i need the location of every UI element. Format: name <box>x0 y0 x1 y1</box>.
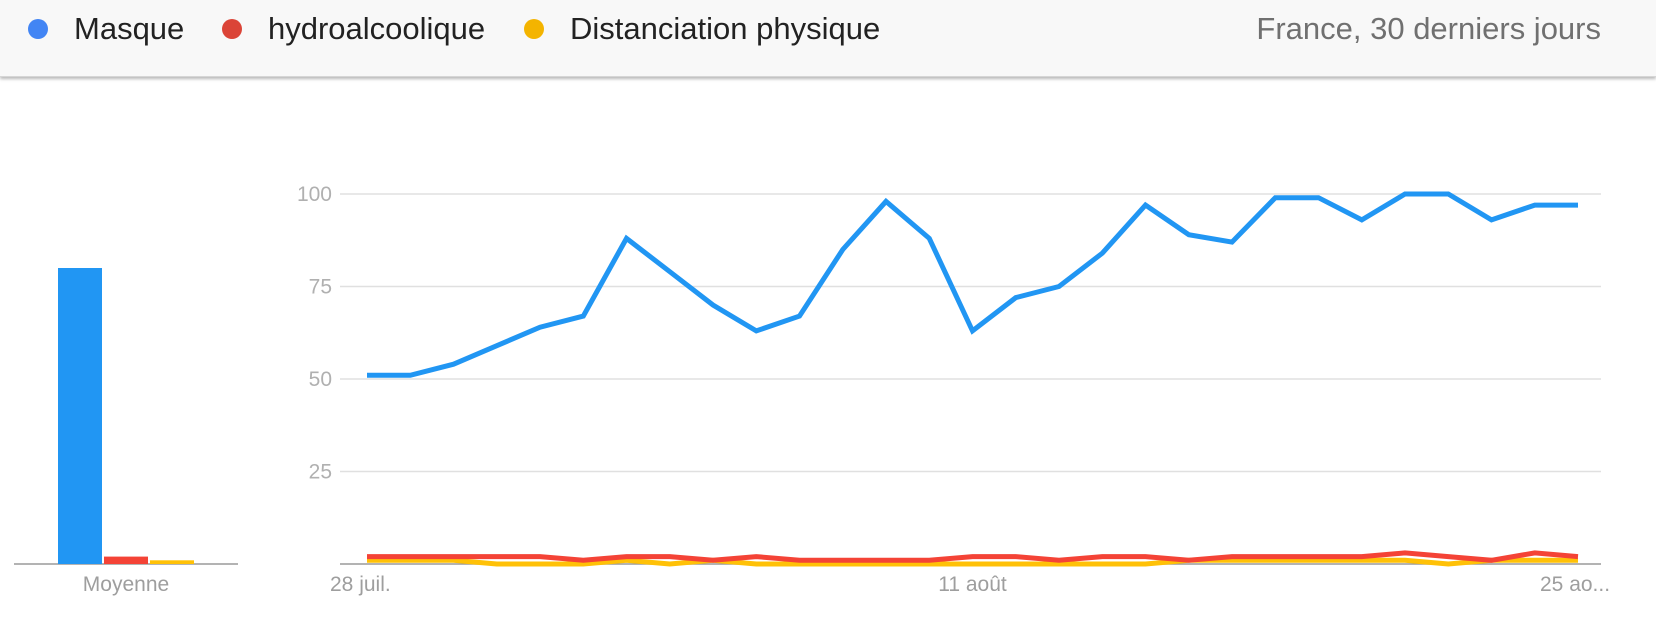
legend-label: hydroalcoolique <box>268 11 486 46</box>
series-line-hydroalcoolique[interactable] <box>367 550 1579 563</box>
y-tick-label: 75 <box>309 276 332 299</box>
bar-x-label: Moyenne <box>83 573 169 596</box>
legend-dot-blue-icon <box>28 19 48 39</box>
series-line-masque[interactable] <box>367 191 1578 378</box>
y-tick-label: 50 <box>309 368 332 391</box>
x-tick-label: 28 juil. <box>330 573 391 596</box>
legend-item-distanciation[interactable]: Distanciation physique <box>524 11 881 46</box>
average-bar-chart: Moyenne <box>14 268 238 596</box>
x-tick-label: 11 août <box>938 573 1007 596</box>
legend-bar: Masque hydroalcoolique Distanciation phy… <box>0 0 1656 77</box>
bar-masque[interactable] <box>58 268 102 564</box>
legend-label: Distanciation physique <box>570 11 881 46</box>
legend-label: Masque <box>74 11 185 46</box>
line-chart: 25 50 75 100 28 juil. 11 août 25 ao... <box>297 183 1610 596</box>
legend-item-hydroalcoolique[interactable]: hydroalcoolique <box>222 11 486 46</box>
x-tick-label: 25 ao... <box>1540 573 1610 596</box>
bar-hydroalcoolique[interactable] <box>104 556 148 564</box>
y-tick-label: 25 <box>309 461 332 484</box>
legend-item-masque[interactable]: Masque <box>28 11 185 46</box>
legend-dot-red-icon <box>222 19 242 39</box>
legend-dot-yellow-icon <box>524 19 544 39</box>
series-line-distanciation-physique[interactable] <box>367 557 1578 567</box>
region-timeframe-label[interactable]: France, 30 derniers jours <box>1256 11 1601 46</box>
y-tick-label: 100 <box>297 183 332 206</box>
bar-distanciation-physique[interactable] <box>150 560 194 564</box>
